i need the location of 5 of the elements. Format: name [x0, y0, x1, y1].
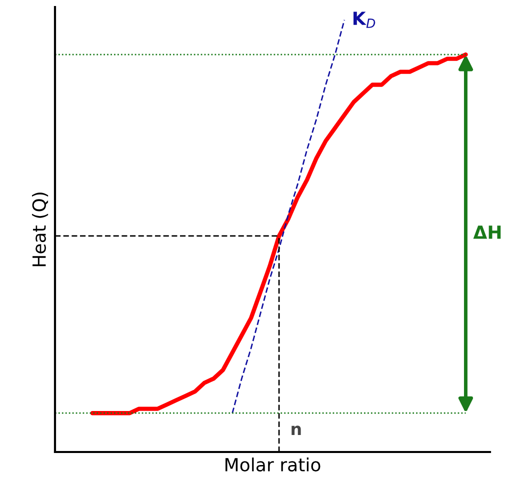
y-axis-title: Heat (Q) — [32, 192, 48, 266]
annotation: n — [292, 426, 301, 435]
series-label: K$_{D}$ — [354, 12, 376, 28]
text: ΔH — [473, 226, 501, 239]
x-axis-title: Molar ratio — [226, 458, 320, 472]
